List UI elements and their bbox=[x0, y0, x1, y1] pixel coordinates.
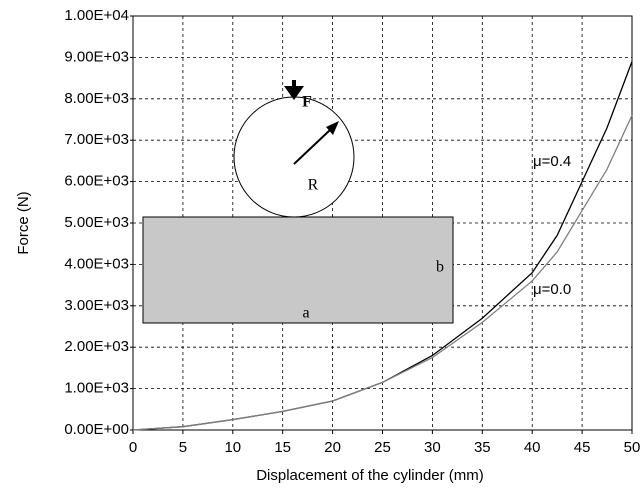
y-tick-label: 1.00E+03 bbox=[64, 380, 129, 397]
y-tick-label: 1.00E+04 bbox=[64, 7, 129, 24]
y-tick-label: 3.00E+03 bbox=[64, 297, 129, 314]
diagram-label: b bbox=[436, 259, 444, 276]
diagram-label: F bbox=[302, 94, 312, 111]
y-tick-label: 7.00E+03 bbox=[64, 131, 129, 148]
plot-frame bbox=[132, 15, 633, 431]
series-label: μ=0.0 bbox=[533, 281, 571, 298]
x-tick-label: 20 bbox=[324, 439, 341, 456]
x-axis-label: Displacement of the cylinder (mm) bbox=[256, 467, 484, 484]
y-tick-label: 9.00E+03 bbox=[64, 48, 129, 65]
y-tick-label: 8.00E+03 bbox=[64, 90, 129, 107]
series-label: μ=0.4 bbox=[533, 153, 571, 170]
y-tick-label: 0.00E+00 bbox=[64, 421, 129, 438]
y-tick-label: 4.00E+03 bbox=[64, 255, 129, 272]
series-line bbox=[132, 115, 633, 431]
x-tick-label: 10 bbox=[224, 439, 241, 456]
x-tick-label: 15 bbox=[274, 439, 291, 456]
block bbox=[142, 216, 454, 324]
diagram-label: R bbox=[308, 177, 319, 194]
cylinder bbox=[233, 96, 355, 218]
y-tick-label: 6.00E+03 bbox=[64, 173, 129, 190]
x-tick-label: 5 bbox=[179, 439, 187, 456]
x-tick-label: 35 bbox=[474, 439, 491, 456]
x-tick-label: 50 bbox=[624, 439, 641, 456]
radius-arrowhead bbox=[326, 121, 339, 135]
x-tick-label: 40 bbox=[524, 439, 541, 456]
force-arrowhead bbox=[284, 86, 304, 100]
x-tick-label: 25 bbox=[374, 439, 391, 456]
y-tick-label: 2.00E+03 bbox=[64, 338, 129, 355]
x-tick-label: 30 bbox=[424, 439, 441, 456]
y-tick-label: 5.00E+03 bbox=[64, 214, 129, 231]
x-tick-label: 45 bbox=[574, 439, 591, 456]
radius-arrow bbox=[293, 129, 331, 165]
x-tick-label: 0 bbox=[129, 439, 137, 456]
diagram-label: a bbox=[302, 305, 309, 322]
y-axis-label: Force (N) bbox=[15, 191, 32, 254]
